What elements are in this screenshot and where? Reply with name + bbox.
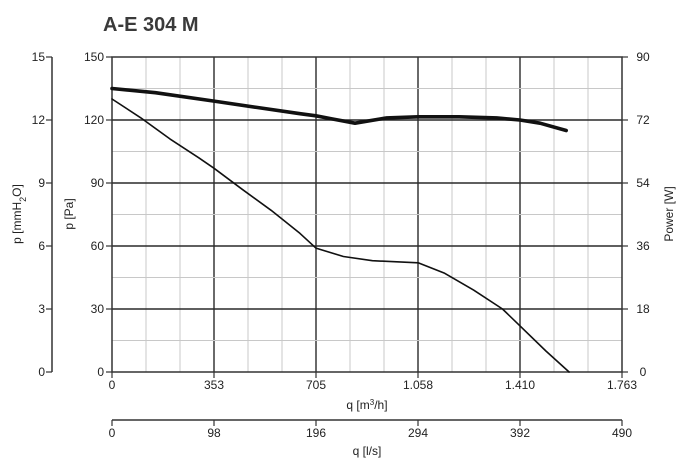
right-tick-label: 36 xyxy=(636,239,650,253)
x-m3h-tick-label: 1.763 xyxy=(607,378,637,392)
x-ls-ticks: 0 98 196 294 392 490 xyxy=(109,420,632,440)
left-outer-axis-label: p [mmH2O] xyxy=(10,184,28,244)
x-m3h-axis-label: q [m3/h] xyxy=(346,398,387,413)
left-inner-ticks: 0 30 60 90 120 150 xyxy=(84,50,112,379)
left-inner-tick-label: 150 xyxy=(84,50,104,64)
x-ls-axis-label: q [l/s] xyxy=(353,444,382,458)
right-tick-label: 90 xyxy=(636,50,650,64)
x-ls-tick-label: 294 xyxy=(408,426,428,440)
left-inner-tick-label: 30 xyxy=(91,302,105,316)
x-ls-tick-label: 0 xyxy=(109,426,116,440)
pressure-curve xyxy=(111,98,570,373)
left-inner-tick-label: 90 xyxy=(91,176,105,190)
left-outer-ticks: 0 3 6 9 12 15 xyxy=(32,50,52,379)
x-m3h-tick-label: 1.058 xyxy=(403,378,433,392)
left-inner-tick-label: 120 xyxy=(84,113,104,127)
x-m3h-tick-label: 705 xyxy=(306,378,326,392)
plot-grid xyxy=(112,57,622,372)
left-outer-tick-label: 3 xyxy=(38,302,45,316)
left-inner-tick-label: 0 xyxy=(97,365,104,379)
right-tick-label: 18 xyxy=(636,302,650,316)
left-outer-tick-label: 6 xyxy=(38,239,45,253)
x-m3h-ticks: 0 353 705 1.058 1.410 1.763 xyxy=(109,372,637,392)
x-ls-tick-label: 196 xyxy=(306,426,326,440)
x-m3h-tick-label: 353 xyxy=(204,378,224,392)
x-m3h-tick-label: 0 xyxy=(109,378,116,392)
right-ticks: 0 18 36 54 72 90 xyxy=(622,50,650,379)
curves xyxy=(110,86,570,373)
power-curve xyxy=(110,86,569,133)
chart-title: A-E 304 M xyxy=(103,14,199,36)
right-tick-label: 72 xyxy=(636,113,650,127)
left-outer-tick-label: 12 xyxy=(32,113,46,127)
left-outer-tick-label: 0 xyxy=(38,365,45,379)
left-inner-tick-label: 60 xyxy=(91,239,105,253)
right-tick-label: 54 xyxy=(636,176,650,190)
x-ls-tick-label: 392 xyxy=(510,426,530,440)
left-inner-axis-label: p [Pa] xyxy=(62,198,76,229)
x-m3h-tick-label: 1.410 xyxy=(505,378,535,392)
right-axis-label: Power [W] xyxy=(662,186,676,241)
x-ls-tick-label: 490 xyxy=(612,426,632,440)
left-outer-tick-label: 9 xyxy=(38,176,45,190)
x-ls-tick-label: 98 xyxy=(207,426,221,440)
left-outer-tick-label: 15 xyxy=(32,50,46,64)
plot-frame xyxy=(111,56,623,373)
right-tick-label: 0 xyxy=(640,365,647,379)
